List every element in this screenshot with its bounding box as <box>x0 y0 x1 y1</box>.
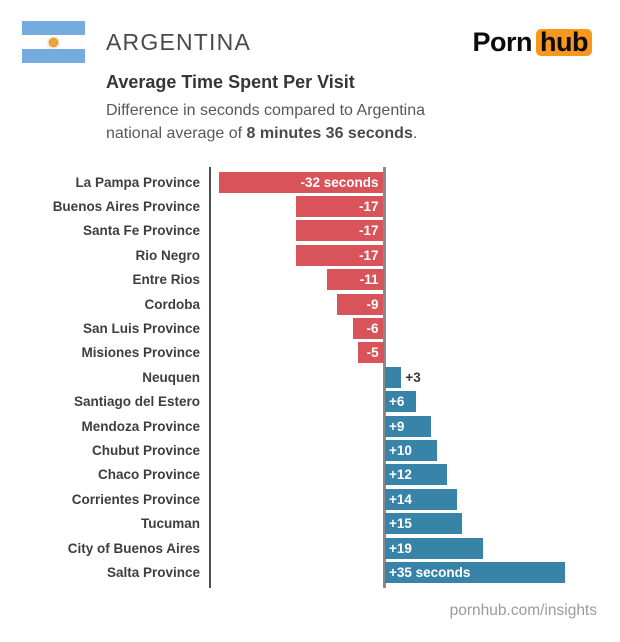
bar-salta-province: +35 seconds <box>385 561 566 583</box>
category-label: Buenos Aires Province <box>52 198 200 214</box>
bar-santiago-del-estero: +6 <box>385 391 416 413</box>
value-label: -17 <box>358 223 379 239</box>
category-label: San Luis Province <box>82 320 200 336</box>
value-label: +35 seconds <box>389 564 471 580</box>
value-label: -32 seconds <box>300 174 379 190</box>
value-label: +12 <box>389 467 412 483</box>
value-label: +3 <box>405 369 421 385</box>
value-label: +6 <box>389 394 405 410</box>
category-label: Entre Rios <box>132 272 200 288</box>
bar-buenos-aires-province: -17 <box>295 195 384 217</box>
subtitle-line2: national average of 8 minutes 36 seconds… <box>106 122 425 145</box>
category-label: La Pampa Province <box>75 174 200 190</box>
logo-word-porn: Porn <box>472 26 533 57</box>
value-label: +10 <box>389 442 412 458</box>
category-label: Rio Negro <box>135 247 200 263</box>
bar-la-pampa-province: -32 seconds <box>218 171 384 193</box>
value-label: -9 <box>366 296 379 312</box>
category-label: Salta Province <box>106 564 200 580</box>
bar-chaco-province: +12 <box>385 464 447 486</box>
value-label: -17 <box>358 247 379 263</box>
bar-san-luis-province: -6 <box>352 317 384 339</box>
bar-mendoza-province: +9 <box>385 415 432 437</box>
value-label: -6 <box>366 320 379 336</box>
subtitle-average-value: 8 minutes 36 seconds <box>246 125 413 142</box>
category-label: Santiago del Estero <box>73 394 200 410</box>
bar-city-of-buenos-aires: +19 <box>385 537 483 559</box>
header: ARGENTINA Porn hub <box>22 21 592 63</box>
flag-top-stripe <box>22 21 85 35</box>
subtitle-line2-prefix: national average of <box>106 125 247 142</box>
pornhub-logo: Porn hub <box>472 26 592 58</box>
sun-of-may-icon <box>49 37 58 47</box>
bar-chubut-province: +10 <box>385 439 437 461</box>
logo-word-hub: hub <box>536 28 592 56</box>
category-label: Tucuman <box>140 516 200 532</box>
subtitle-line2-suffix: . <box>412 125 418 142</box>
value-label: +14 <box>389 491 412 507</box>
category-label: Mendoza Province <box>81 418 200 434</box>
value-label: +9 <box>389 418 405 434</box>
subtitle-line1: Difference in seconds compared to Argent… <box>106 102 426 119</box>
bar-rio-negro: -17 <box>295 244 384 266</box>
value-label: +15 <box>389 516 412 532</box>
chart-subtitle: Difference in seconds compared to Argent… <box>106 99 425 145</box>
footer-url: pornhub.com/insights <box>449 602 597 619</box>
category-label: Corrientes Province <box>71 491 200 507</box>
zero-baseline <box>383 167 386 588</box>
category-axis-line <box>208 167 211 588</box>
value-label: -17 <box>358 198 379 214</box>
category-label: Chaco Province <box>97 467 200 483</box>
chart-title: Average Time Spent Per Visit <box>106 72 355 92</box>
category-label: Neuquen <box>142 369 200 385</box>
category-label: Cordoba <box>144 296 201 312</box>
value-label: +19 <box>389 540 412 556</box>
bar-santa-fe-province: -17 <box>295 220 384 242</box>
bar-misiones-province: -5 <box>357 342 384 364</box>
flag-bottom-stripe <box>22 49 85 63</box>
bar-corrientes-province: +14 <box>385 488 458 510</box>
country-name: ARGENTINA <box>106 28 251 55</box>
category-label: Chubut Province <box>91 442 200 458</box>
category-label: Misiones Province <box>81 345 200 361</box>
value-label: -5 <box>366 345 379 361</box>
bar-neuquen <box>385 366 401 388</box>
category-label: Santa Fe Province <box>82 223 200 239</box>
value-label: -11 <box>359 272 379 288</box>
bar-tucuman: +15 <box>385 513 463 535</box>
flag-middle-stripe <box>22 35 85 49</box>
bar-cordoba: -9 <box>337 293 384 315</box>
argentina-flag-icon <box>22 21 85 63</box>
category-label: City of Buenos Aires <box>67 540 200 556</box>
bar-entre-rios: -11 <box>326 269 384 291</box>
